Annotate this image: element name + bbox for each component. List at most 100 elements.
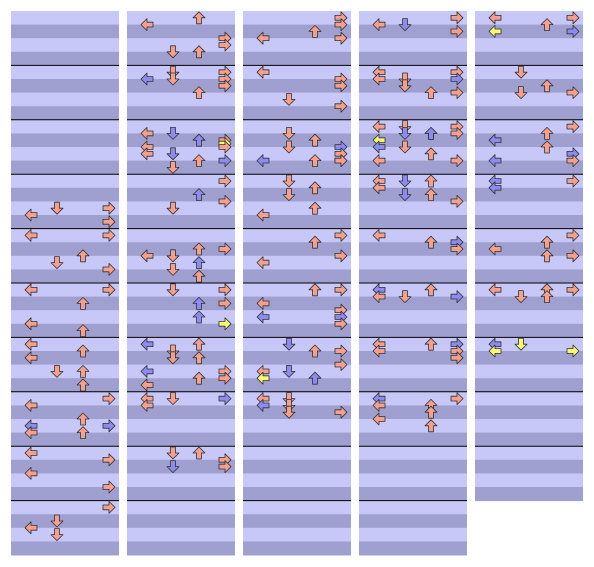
beat-band (359, 133, 467, 148)
note-right-arrow-icon (450, 290, 464, 304)
note-up-arrow-icon (76, 344, 90, 358)
beat-band (243, 364, 351, 379)
note-up-arrow-icon (540, 235, 554, 249)
note-right-arrow-icon (334, 154, 348, 168)
beat-band (11, 296, 119, 311)
beat-band (243, 106, 351, 121)
note-right-arrow-icon (102, 480, 116, 494)
note-right-arrow-icon (450, 392, 464, 406)
beat-band (243, 500, 351, 515)
beat-band (243, 92, 351, 107)
note-right-arrow-icon (566, 120, 580, 133)
beat-band (11, 215, 119, 230)
beat-band (475, 147, 583, 162)
note-right-arrow-icon (218, 242, 232, 256)
beat-band (11, 174, 119, 189)
beat-band (11, 351, 119, 366)
beat-band (243, 119, 351, 134)
note-down-arrow-icon (166, 446, 180, 460)
note-left-arrow-icon (256, 296, 270, 310)
note-right-arrow-icon (334, 317, 348, 331)
note-up-arrow-icon (540, 79, 554, 93)
note-right-arrow-icon (102, 201, 116, 215)
note-down-arrow-icon (166, 45, 180, 59)
beat-band (475, 92, 583, 107)
beat-band (11, 51, 119, 66)
note-left-arrow-icon (372, 154, 386, 168)
beat-band (475, 419, 583, 434)
beat-band (243, 323, 351, 338)
note-right-arrow-icon (102, 283, 116, 297)
note-down-arrow-icon (398, 120, 412, 133)
beat-band (359, 65, 467, 80)
beat-band (475, 391, 583, 406)
beat-band (127, 500, 235, 515)
beat-band (11, 405, 119, 420)
beat-band (243, 269, 351, 284)
beat-band (127, 364, 235, 379)
beat-band (127, 174, 235, 189)
beat-band (243, 242, 351, 257)
beat-band (243, 473, 351, 488)
note-left-arrow-icon (372, 398, 386, 412)
note-down-arrow-icon (282, 392, 296, 406)
beat-band (243, 187, 351, 202)
beat-band (11, 255, 119, 270)
note-down-arrow-icon (398, 174, 412, 188)
note-right-arrow-icon (218, 79, 232, 93)
beat-band (11, 187, 119, 202)
note-left-arrow-icon (24, 351, 38, 365)
beat-band (11, 160, 119, 175)
beat-band (359, 364, 467, 379)
note-down-arrow-icon (398, 79, 412, 93)
note-up-arrow-icon (308, 283, 322, 297)
beat-band (475, 269, 583, 284)
beat-band (127, 147, 235, 162)
beat-band (475, 11, 583, 26)
note-down-arrow-icon (282, 398, 296, 412)
chart-column (127, 11, 235, 556)
beat-band (11, 38, 119, 53)
note-left-arrow-icon (140, 72, 154, 86)
note-up-arrow-icon (76, 412, 90, 426)
beat-band (475, 378, 583, 393)
beat-band (475, 283, 583, 298)
note-right-arrow-icon (334, 249, 348, 263)
note-left-arrow-icon (24, 208, 38, 222)
note-right-arrow-icon (566, 154, 580, 168)
note-left-arrow-icon (488, 133, 502, 147)
beat-band (127, 337, 235, 352)
beat-band (11, 228, 119, 243)
beat-band (11, 269, 119, 284)
beat-band (359, 147, 467, 162)
beat-band (475, 337, 583, 352)
note-left-arrow-icon (140, 398, 154, 412)
beat-band (127, 446, 235, 461)
beat-band (11, 283, 119, 298)
note-down-arrow-icon (282, 174, 296, 188)
note-left-arrow-icon (140, 337, 154, 351)
note-up-arrow-icon (424, 174, 438, 188)
note-down-arrow-icon (50, 514, 64, 528)
beat-band (243, 24, 351, 39)
beat-band (243, 351, 351, 366)
beat-band (127, 201, 235, 216)
beat-band (11, 514, 119, 529)
note-right-arrow-icon (334, 358, 348, 372)
note-left-arrow-icon (256, 398, 270, 412)
beat-band (359, 310, 467, 325)
note-right-arrow-icon (334, 79, 348, 93)
note-up-arrow-icon (424, 188, 438, 202)
beat-band (127, 283, 235, 298)
note-up-arrow-icon (192, 310, 206, 324)
note-right-arrow-icon (218, 460, 232, 474)
note-up-arrow-icon (192, 256, 206, 270)
note-down-arrow-icon (50, 256, 64, 270)
beat-band (127, 541, 235, 556)
note-up-arrow-icon (424, 235, 438, 249)
note-up-arrow-icon (540, 290, 554, 304)
note-down-arrow-icon (282, 126, 296, 140)
beat-band (127, 255, 235, 270)
beat-band (359, 283, 467, 298)
beat-band (11, 500, 119, 515)
